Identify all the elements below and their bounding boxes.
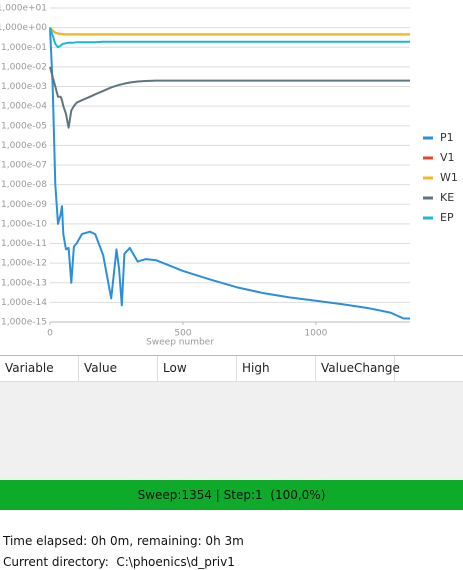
status-bar: Sweep:1354 | Step:1 (100,0%) — [0, 480, 463, 510]
series-line — [49, 66, 410, 129]
y-tick-label: 1,000e+01 — [0, 4, 47, 14]
legend-label: V1 — [440, 151, 455, 164]
time-text: Time elapsed: 0h 0m, remaining: 0h 3m — [3, 534, 244, 548]
table-header: Variable Value Low High ValueChange — [0, 356, 463, 382]
column-header[interactable]: Variable — [0, 356, 79, 381]
y-tick-label: 1,000e-07 — [1, 161, 47, 171]
y-tick-label: 1,000e-14 — [1, 298, 47, 308]
series-line — [49, 27, 410, 320]
y-tick-label: 1,000e-11 — [1, 239, 47, 249]
x-tick-label: 500 — [174, 329, 191, 339]
legend-label: KE — [440, 191, 454, 204]
y-tick-label: 1,000e-10 — [1, 219, 47, 229]
y-tick-label: 1,000e-01 — [1, 43, 47, 53]
column-header[interactable]: High — [237, 356, 316, 381]
legend-label: EP — [440, 211, 454, 224]
x-tick-label: 0 — [47, 329, 53, 339]
series-line — [49, 26, 410, 36]
series-line — [49, 27, 410, 49]
y-tick-label: 1,000e-06 — [1, 141, 47, 151]
x-axis-label: Sweep number — [146, 338, 214, 348]
y-tick-label: 1,000e-03 — [1, 82, 47, 92]
x-tick-label: 1000 — [304, 329, 327, 339]
series-line — [49, 26, 410, 36]
legend-label: W1 — [440, 171, 458, 184]
chart: 1,000e+01 1,000e+00 1,000e-01 1,000e-02 1,00… — [0, 4, 458, 348]
variable-table: Variable Value Low High ValueChange — [0, 355, 463, 481]
y-tick-label: 1,000e+00 — [0, 23, 47, 33]
y-tick-label: 1,000e-02 — [1, 62, 47, 72]
y-tick-label: 1,000e-04 — [1, 102, 47, 112]
column-header[interactable]: ValueChange — [316, 356, 400, 381]
y-tick-label: 1,000e-15 — [1, 318, 47, 328]
column-header[interactable]: Low — [158, 356, 237, 381]
y-tick-label: 1,000e-05 — [1, 121, 47, 131]
y-tick-label: 1,000e-09 — [1, 200, 47, 210]
y-tick-label: 1,000e-12 — [1, 259, 47, 269]
y-tick-label: 1,000e-08 — [1, 180, 47, 190]
y-tick-label: 1,000e-13 — [1, 278, 47, 288]
directory-text: Current directory: C:\phoenics\d_priv1 — [3, 555, 235, 569]
legend-label: P1 — [440, 131, 454, 144]
column-header[interactable]: Value — [79, 356, 158, 381]
